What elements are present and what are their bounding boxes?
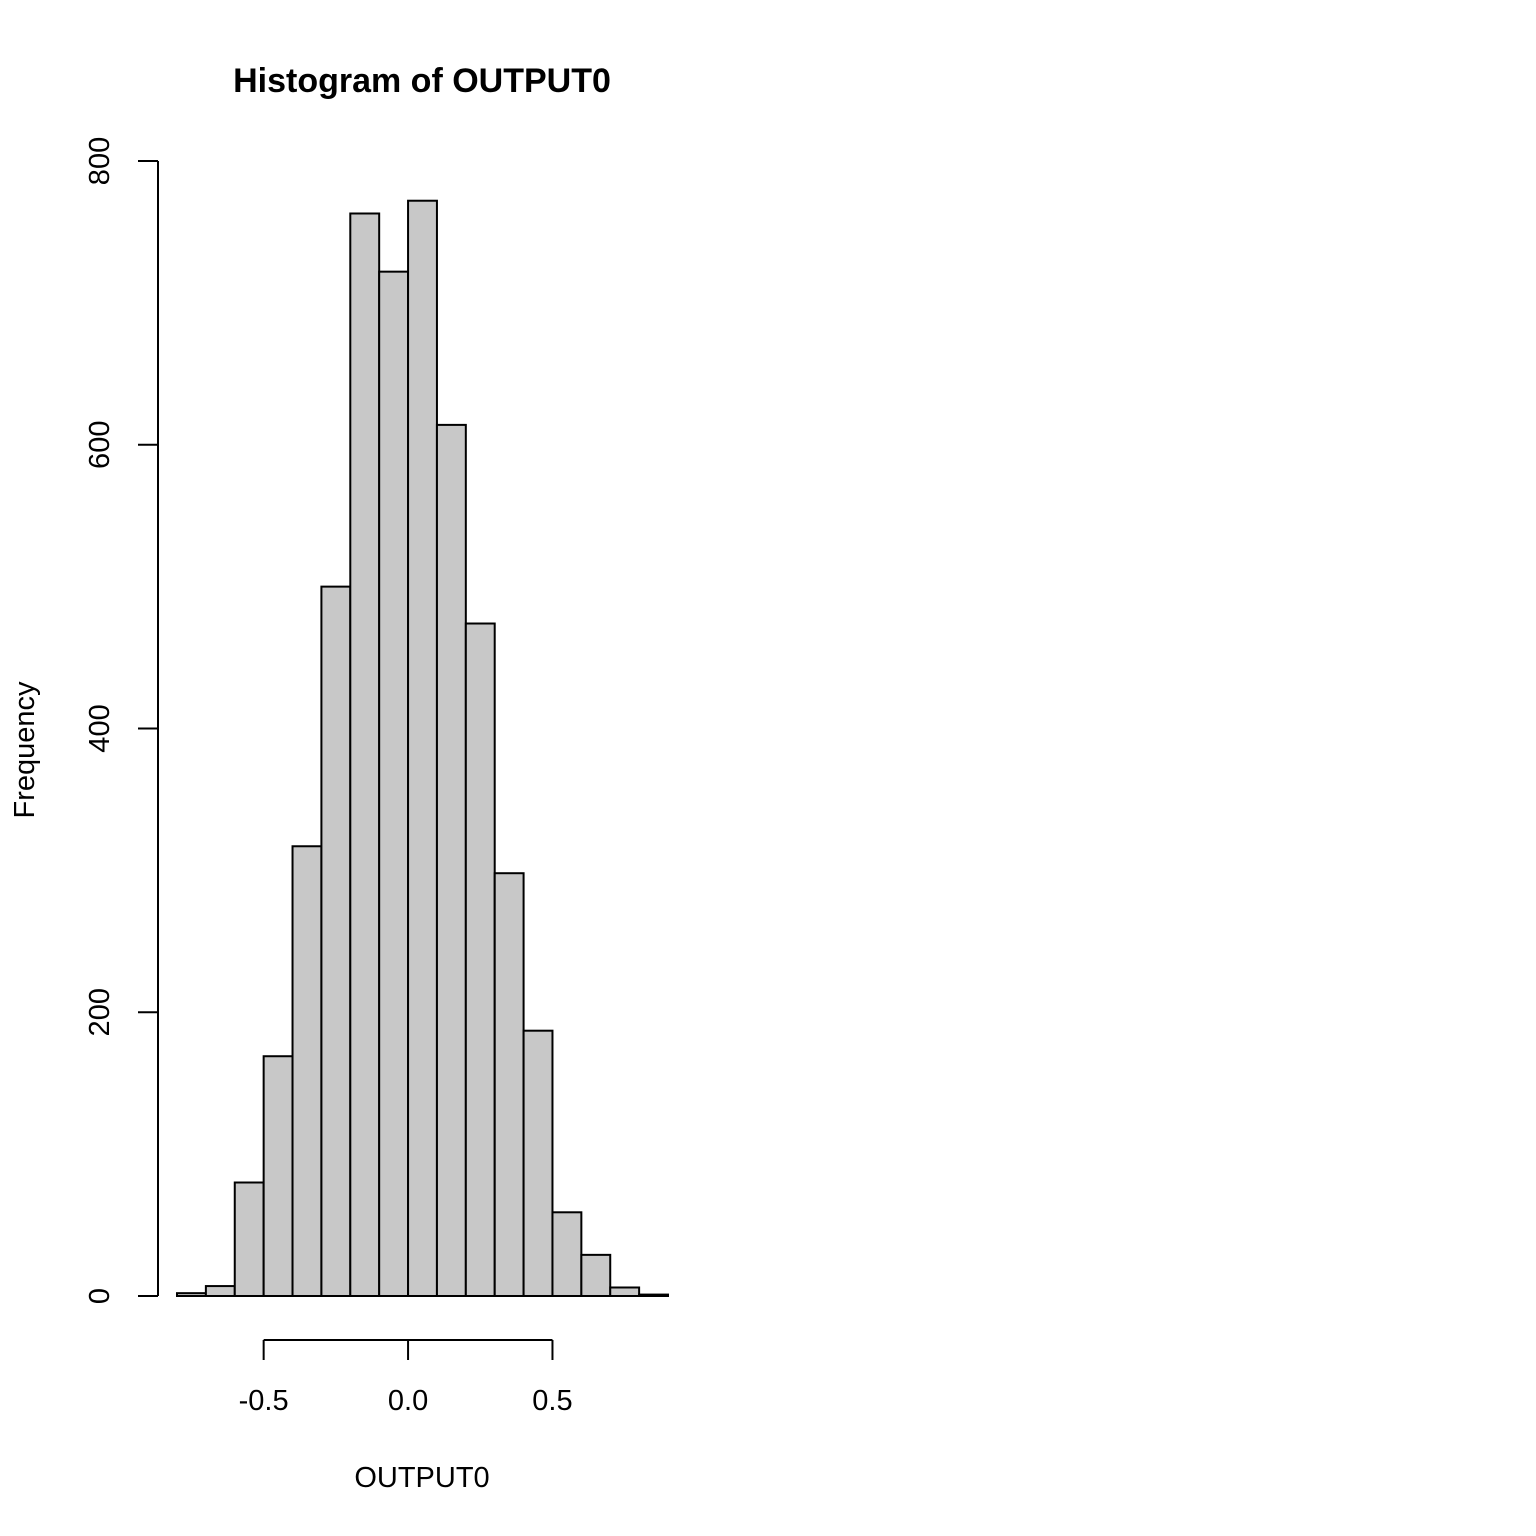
x-tick-label-0: -0.5 <box>239 1385 289 1417</box>
histogram-bar-6 <box>349 212 381 1297</box>
histogram-bar-12 <box>522 1029 554 1297</box>
y-tick-label-1: 200 <box>84 988 116 1036</box>
histogram-bar-14 <box>580 1253 612 1297</box>
x-axis: -0.5 0.0 0.5 <box>239 1339 573 1417</box>
histogram-bar-3 <box>262 1055 294 1297</box>
x-tick-label-1: 0.0 <box>388 1385 428 1417</box>
y-tick-label-2: 400 <box>84 704 116 752</box>
histogram-bar-16 <box>638 1293 670 1298</box>
y-axis: 0 200 400 600 800 <box>84 137 159 1304</box>
bars-group <box>176 199 670 1298</box>
histogram-bar-13 <box>551 1211 583 1297</box>
y-tick-label-3: 600 <box>84 421 116 469</box>
histogram-bar-1 <box>204 1285 236 1297</box>
y-tick-label-4: 800 <box>84 137 116 185</box>
histogram-bar-5 <box>320 585 352 1297</box>
y-tick-label-0: 0 <box>84 1288 116 1304</box>
histogram-bar-4 <box>291 845 323 1297</box>
histogram-bar-15 <box>609 1286 641 1298</box>
x-tick-label-2: 0.5 <box>532 1385 572 1417</box>
x-axis-label: OUTPUT0 <box>354 1462 489 1494</box>
histogram-bar-11 <box>493 872 525 1298</box>
chart-title: Histogram of OUTPUT0 <box>233 62 611 100</box>
y-axis-label: Frequency <box>9 681 41 819</box>
histogram-bar-10 <box>464 622 496 1297</box>
histogram-bar-8 <box>407 199 438 1298</box>
histogram-bar-9 <box>435 423 467 1297</box>
histogram-bar-7 <box>378 270 410 1298</box>
histogram-bar-0 <box>176 1292 207 1297</box>
histogram-bar-2 <box>233 1181 265 1297</box>
